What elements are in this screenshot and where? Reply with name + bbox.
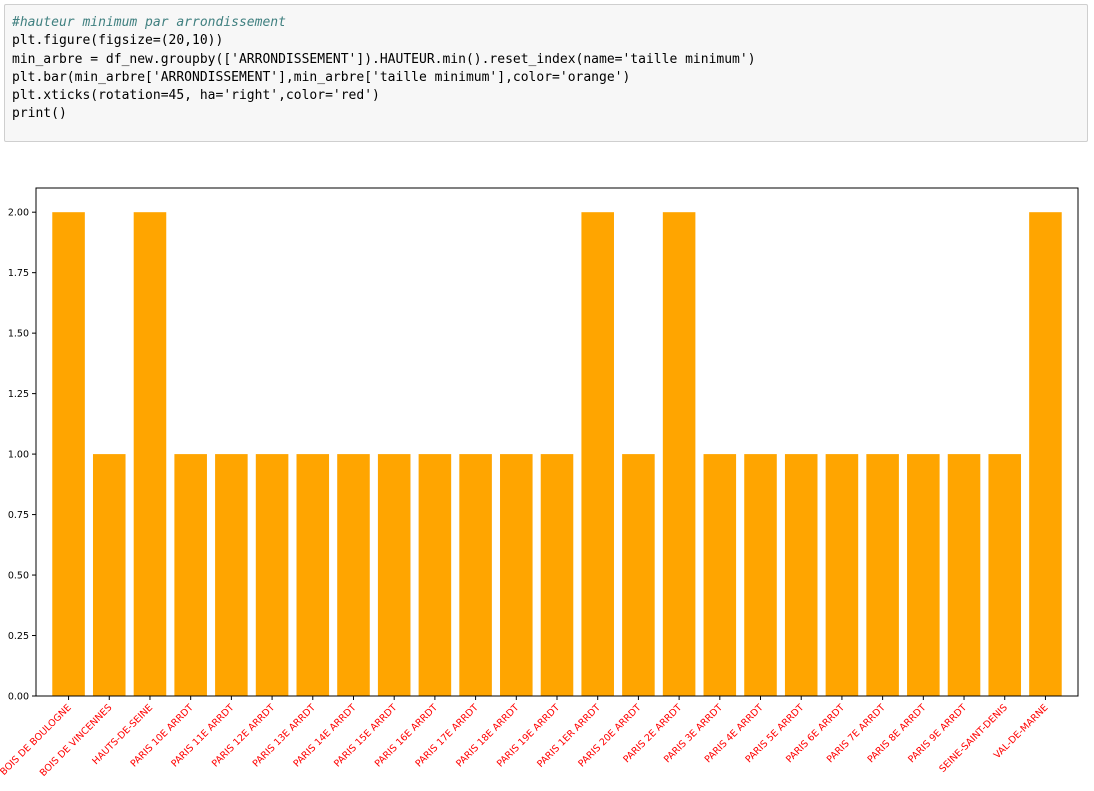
x-tick-label: BOIS DE VINCENNES — [38, 702, 115, 779]
y-tick-label: 0.50 — [8, 571, 29, 582]
code-editor[interactable]: #hauteur minimum par arrondissement plt.f… — [5, 5, 1087, 124]
bar — [215, 454, 248, 696]
y-tick-label: 1.00 — [8, 450, 29, 461]
bar — [1029, 212, 1062, 696]
bar — [418, 454, 452, 696]
code-cell[interactable]: #hauteur minimum par arrondissement plt.f… — [4, 4, 1088, 142]
code-comment-line: #hauteur minimum par arrondissement — [12, 15, 286, 30]
bar — [581, 212, 614, 696]
bar — [52, 212, 85, 696]
y-tick-label: 2.00 — [8, 208, 29, 219]
x-tick-label: BOIS DE BOULOGNE — [0, 702, 74, 777]
bar — [255, 454, 289, 696]
bar — [377, 454, 411, 696]
code-line: plt.bar(min_arbre['ARRONDISSEMENT'],min_… — [12, 69, 631, 85]
x-tick-label: SEINE-SAINT-DENIS — [937, 702, 1010, 775]
y-tick-label: 1.50 — [8, 329, 29, 340]
bar — [907, 454, 940, 696]
y-tick-label: 0.25 — [8, 631, 29, 642]
bar — [133, 212, 167, 696]
y-tick-label: 1.75 — [8, 268, 29, 279]
bar — [92, 454, 126, 696]
bar — [500, 454, 533, 696]
bar — [744, 454, 777, 696]
bar — [784, 454, 818, 696]
code-line: plt.xticks(rotation=45, ha='right',color… — [12, 88, 380, 104]
bar — [947, 454, 981, 696]
y-tick-label: 1.25 — [8, 389, 29, 400]
bar — [174, 454, 207, 696]
bar — [866, 454, 899, 696]
output-area: 0.00 0.25 0.50 0.75 1.00 1.25 1.50 1.75 2.00 BOIS… — [0, 160, 1094, 791]
bar — [662, 212, 696, 696]
code-line: plt.figure(figsize=(20,10)) — [12, 33, 224, 49]
bar-chart: 0.00 0.25 0.50 0.75 1.00 1.25 1.50 1.75 2.00 BOIS… — [0, 187, 1079, 779]
bar — [703, 454, 737, 696]
bar — [459, 454, 492, 696]
code-line: print() — [12, 106, 67, 122]
code-line: min_arbre = df_new.groupby(['ARRONDISSEM… — [12, 51, 756, 67]
bar — [622, 454, 655, 696]
bar — [988, 454, 1022, 696]
y-tick-label: 0.75 — [8, 510, 29, 521]
bar — [337, 454, 370, 696]
bar — [825, 454, 859, 696]
bar — [296, 454, 330, 696]
y-tick-label: 0.00 — [8, 692, 29, 703]
bar — [540, 454, 574, 696]
